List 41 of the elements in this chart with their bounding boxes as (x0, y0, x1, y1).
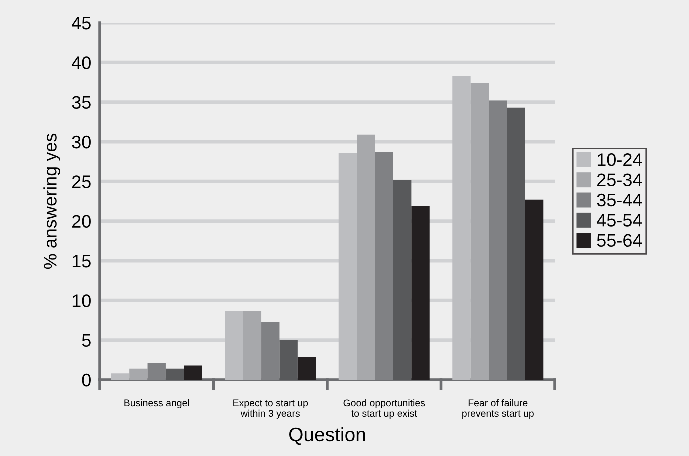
bar (393, 180, 412, 380)
bar (412, 206, 430, 380)
legend-label: 25-34 (598, 174, 642, 186)
y-tick-label: 40 (72, 56, 91, 70)
y-tick-label: 0 (82, 374, 91, 387)
bar (375, 152, 394, 380)
y-tick-label: 15 (72, 255, 91, 268)
y-tick-label: 20 (72, 215, 91, 228)
x-tick-label: Good opportunities to start up exist (344, 399, 426, 419)
bar (130, 368, 148, 380)
bar (357, 134, 376, 380)
bar (148, 363, 166, 380)
bar (111, 374, 130, 380)
y-tick-label: 45 (72, 17, 91, 30)
x-tick-label: Business angel (124, 399, 190, 409)
legend-label: 10-24 (598, 154, 642, 166)
y-axis-title: % answering yes (44, 134, 60, 270)
y-tick-label: 35 (72, 96, 91, 110)
x-tick-label: Fear of failure prevents start up (462, 399, 534, 419)
y-tick-label: 30 (72, 136, 91, 149)
bar (338, 153, 358, 380)
y-tick-label: 10 (72, 294, 91, 308)
y-tick-label: 5 (82, 334, 91, 348)
bar (243, 310, 262, 380)
bar (489, 100, 508, 380)
x-axis-title: Question (290, 427, 366, 446)
bar (507, 108, 526, 380)
bar (298, 356, 316, 380)
bar (525, 200, 544, 380)
legend-label: 55-64 (597, 234, 642, 248)
bar (166, 368, 184, 380)
y-tick-label: 25 (72, 176, 91, 188)
bar (452, 76, 471, 380)
bar (225, 310, 244, 380)
legend-label: 35-44 (597, 194, 642, 207)
bar (184, 366, 202, 380)
bar (262, 322, 280, 380)
bar (280, 340, 298, 380)
legend-label: 45-54 (597, 214, 642, 227)
bar (470, 83, 490, 380)
x-tick-label: Expect to start up within 3 years (234, 400, 308, 419)
